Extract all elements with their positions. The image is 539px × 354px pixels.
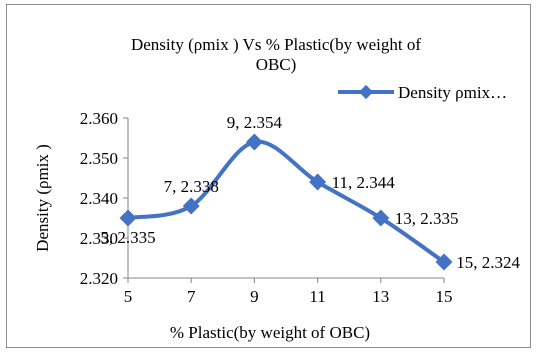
data-label: 13, 2.335: [395, 209, 459, 228]
chart-title-line-2: OBC): [256, 55, 297, 74]
y-axis-ticks: 2.320 2.330 2.340 2.350 2.360: [80, 109, 128, 288]
x-tick-label: 11: [309, 287, 325, 306]
y-axis-title: Density (ρmix ): [33, 144, 52, 252]
y-tick-label: 2.340: [80, 189, 118, 208]
y-tick-label: 2.360: [80, 109, 118, 128]
data-label: 9, 2.354: [227, 113, 283, 132]
data-point-marker: [372, 209, 390, 227]
data-point-marker: [435, 253, 453, 271]
chart-frame: [6, 4, 531, 348]
x-tick-label: 13: [372, 287, 389, 306]
legend-marker: [358, 84, 374, 100]
data-point-marker: [182, 197, 200, 215]
x-axis-title: % Plastic(by weight of OBC): [170, 323, 370, 342]
data-point-marker: [309, 173, 327, 191]
y-tick-label: 2.320: [80, 269, 118, 288]
y-tick-label: 2.350: [80, 149, 118, 168]
x-axis-ticks: 5 7 9 11 13 15: [124, 278, 453, 306]
series-line: [126, 139, 446, 264]
chart-title-line-1: Density (ρmix ) Vs % Plastic(by weight o…: [131, 35, 421, 54]
data-label: 7, 2.338: [164, 177, 219, 196]
y-tick-label: 2.330: [80, 229, 118, 248]
data-point-marker: [119, 209, 137, 227]
x-tick-label: 5: [124, 287, 133, 306]
x-tick-label: 15: [436, 287, 453, 306]
data-label: 5, 2.335: [100, 228, 155, 247]
data-point-marker: [245, 133, 263, 151]
legend-label: Density ρmix…: [398, 83, 507, 102]
data-label: 11, 2.344: [332, 173, 396, 192]
x-tick-label: 7: [187, 287, 196, 306]
x-tick-label: 9: [250, 287, 259, 306]
legend: Density ρmix…: [338, 83, 507, 102]
data-label: 15, 2.324: [456, 253, 520, 272]
plot-area: 5, 2.335 7, 2.338 9, 2.354 11, 2.344 13, 2.3…: [100, 113, 520, 272]
